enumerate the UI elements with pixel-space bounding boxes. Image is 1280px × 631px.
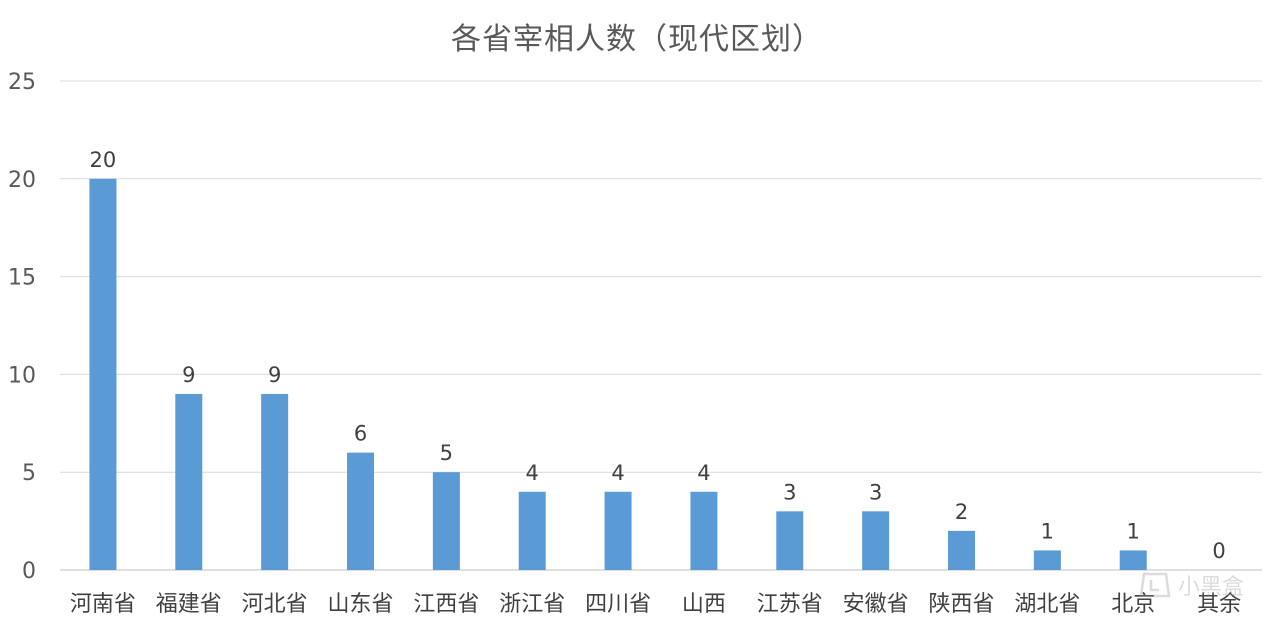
data-label: 2 — [955, 500, 968, 524]
y-tick-label: 20 — [8, 168, 36, 193]
y-tick-label: 0 — [22, 559, 36, 584]
x-category-label: 陕西省 — [928, 592, 994, 617]
y-tick-label: 15 — [8, 266, 36, 291]
bar — [862, 511, 890, 570]
data-labels: 20 9 9 6 5 4 4 4 3 3 2 1 1 0 — [90, 148, 1226, 563]
data-label: 1 — [1127, 519, 1140, 543]
x-category-label: 其余 — [1197, 592, 1241, 617]
bar — [690, 491, 718, 570]
x-category-label: 四川省 — [585, 592, 651, 617]
x-category-label: 山东省 — [327, 592, 393, 617]
watermark-logo-icon — [1139, 572, 1171, 598]
bar — [89, 178, 117, 571]
x-category-label: 湖北省 — [1014, 592, 1080, 617]
data-label: 3 — [783, 480, 796, 504]
bar — [776, 511, 804, 570]
x-category-label: 江西省 — [413, 592, 479, 617]
chart-title: 各省宰相人数（现代区划） — [451, 22, 823, 57]
x-category-label: 江苏省 — [757, 592, 823, 617]
bar — [261, 393, 289, 570]
data-label: 9 — [268, 363, 281, 387]
data-label: 6 — [354, 422, 367, 446]
bar — [1033, 550, 1061, 570]
data-label: 5 — [440, 441, 453, 465]
bar — [948, 530, 975, 570]
data-label: 1 — [1041, 519, 1054, 543]
bar — [1119, 550, 1147, 570]
y-tick-label: 25 — [8, 70, 36, 95]
x-category-label: 北京 — [1111, 592, 1155, 617]
data-label: 0 — [1212, 539, 1225, 563]
data-label: 3 — [869, 480, 882, 504]
y-axis-ticks: 0 5 10 15 20 25 — [8, 70, 36, 584]
x-axis-categories: 河南省 福建省 河北省 山东省 江西省 浙江省 四川省 山西 江苏省 安徽省 陕西省 湖北省 北京 其余 — [70, 592, 1241, 617]
bars — [89, 178, 1147, 571]
x-category-label: 安徽省 — [843, 592, 909, 617]
bar — [347, 452, 374, 570]
data-label: 9 — [182, 363, 195, 387]
x-category-label: 福建省 — [156, 592, 222, 617]
x-category-label: 河北省 — [242, 592, 308, 617]
data-label: 4 — [611, 461, 624, 485]
data-label: 4 — [526, 461, 539, 485]
bar — [604, 491, 632, 570]
y-tick-label: 10 — [8, 363, 36, 388]
bar — [432, 472, 460, 570]
bar — [518, 491, 546, 570]
gridlines — [60, 80, 1262, 571]
watermark-text: 小黑盒 — [1177, 575, 1244, 600]
x-category-label: 山西 — [682, 592, 726, 617]
data-label: 4 — [697, 461, 710, 485]
watermark: 小黑盒 — [1138, 569, 1244, 601]
bar — [175, 393, 203, 570]
data-label: 20 — [90, 148, 117, 172]
y-tick-label: 5 — [22, 461, 36, 486]
x-category-label: 浙江省 — [499, 592, 565, 617]
x-category-label: 河南省 — [70, 592, 136, 617]
